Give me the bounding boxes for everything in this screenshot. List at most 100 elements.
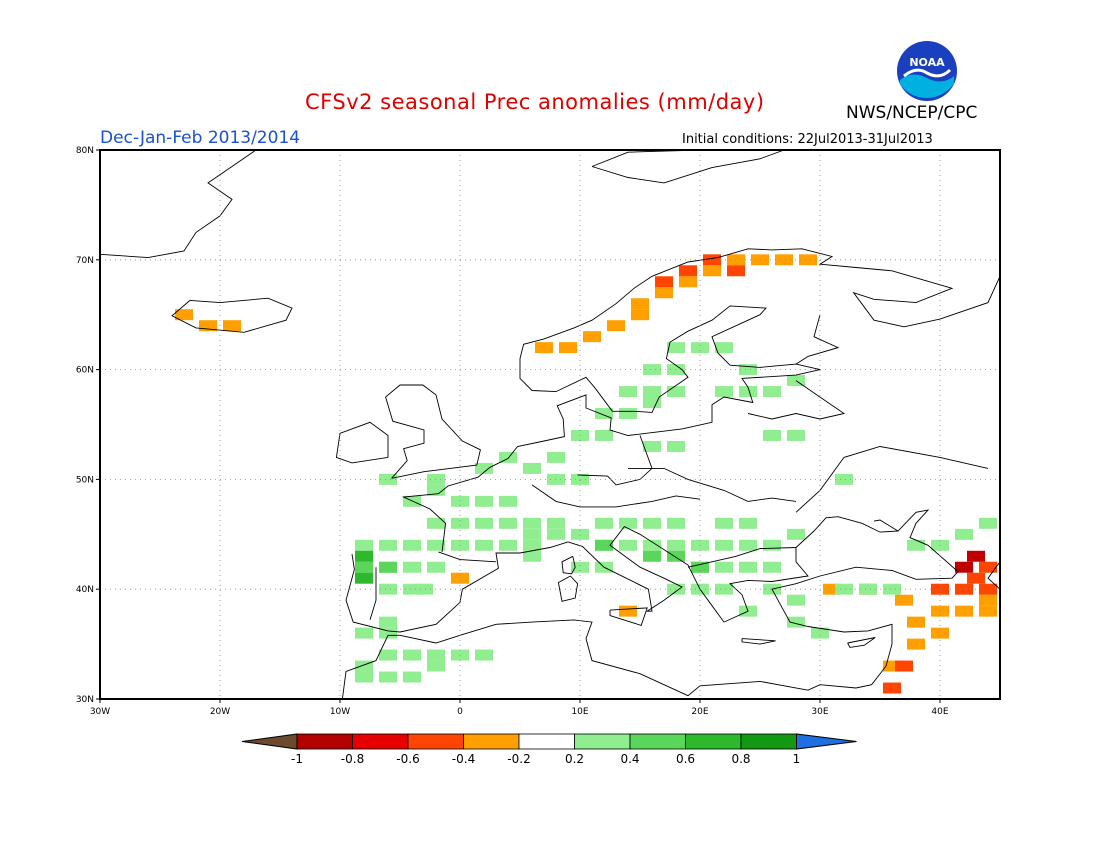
colorbar-segment	[685, 733, 742, 750]
anomaly-cell-green_light	[763, 386, 781, 398]
grid-lines	[100, 150, 1000, 699]
anomaly-cell-green_dark	[355, 572, 373, 584]
colorbar-label: -0.4	[451, 752, 476, 766]
colorbar-label: 0.2	[564, 752, 585, 766]
colorbar-label: 0.4	[620, 752, 640, 766]
anomaly-cell-orange	[619, 605, 637, 617]
initial-conditions: Initial conditions: 22Jul2013-31Jul2013	[682, 132, 933, 147]
colorbar-segment	[296, 733, 353, 750]
anomaly-cell-green_light	[835, 473, 853, 485]
anomaly-cell-green_light	[403, 561, 421, 573]
anomaly-cell-orange	[679, 276, 697, 288]
anomaly-cell-green_light	[715, 583, 733, 595]
anomaly-cell-green_light	[475, 495, 493, 507]
coastline-segment	[561, 555, 576, 575]
colorbar-segment	[352, 733, 409, 750]
anomaly-cell-green_light	[787, 429, 805, 441]
colorbar-segment	[740, 733, 797, 750]
coastline-segment	[612, 305, 821, 413]
coastline-segment	[171, 297, 293, 333]
axis-ticks: 30W 20W 10W 0 10E 20E 30E 40E 80N 70N 60N 50N 40N 30N	[76, 146, 949, 717]
colorbar-segment	[463, 733, 520, 750]
anomaly-cell-green_mid	[643, 550, 661, 562]
anomaly-cell-green_light	[547, 528, 565, 540]
anomaly-cell-green_light	[787, 528, 805, 540]
anomaly-cell-green_light	[523, 517, 541, 529]
anomaly-cell-green_light	[667, 539, 685, 551]
anomaly-cell-green_light	[379, 627, 397, 639]
anomaly-cell-green_light	[571, 561, 589, 573]
anomaly-cell-green_light	[523, 462, 541, 474]
anomaly-cell-green_light	[379, 616, 397, 628]
anomaly-cell-red	[979, 561, 997, 573]
coastline-segment	[385, 384, 481, 479]
season-period: Dec-Jan-Feb 2013/2014	[100, 128, 301, 148]
anomaly-cell-green_light	[643, 517, 661, 529]
anomaly-cell-green_light	[763, 561, 781, 573]
anomaly-cell-green_light	[571, 528, 589, 540]
anomaly-cell-green_light	[739, 364, 757, 376]
anomaly-cell-green_light	[643, 539, 661, 551]
colorbar-high-arrow	[796, 733, 857, 750]
anomaly-cell-green_mid	[355, 561, 373, 573]
anomaly-cell-orange	[799, 254, 817, 266]
colorbar-label: -0.2	[507, 752, 531, 766]
anomaly-cell-green_light	[427, 484, 445, 496]
anomaly-cell-green_light	[979, 517, 997, 529]
anomaly-cell-orange	[631, 309, 649, 321]
anomaly-cell-orange	[703, 265, 721, 277]
anomaly-cell-green_light	[739, 517, 757, 529]
lon-tick-label: 20E	[691, 707, 708, 717]
anomaly-cell-green_light	[787, 616, 805, 628]
anomaly-cell-green_light	[715, 386, 733, 398]
coastline-segment	[99, 149, 258, 259]
colorbar-label: -1	[291, 752, 303, 766]
map-title: CFSv2 seasonal Prec anomalies (mm/day)	[305, 90, 765, 114]
lat-tick-label: 60N	[76, 366, 94, 376]
anomaly-cell-green_light	[547, 517, 565, 529]
anomaly-cell-red	[979, 583, 997, 595]
noaa-logo-icon: NOAA	[897, 41, 957, 101]
anomaly-cell-orange	[607, 320, 625, 332]
anomaly-cell-green_light	[835, 583, 853, 595]
anomaly-cell-green_light	[619, 408, 637, 420]
anomaly-cell-green_light	[739, 539, 757, 551]
anomaly-cell-green_light	[499, 451, 517, 463]
anomaly-cell-green_light	[667, 342, 685, 354]
anomaly-cell-green_mid	[379, 561, 397, 573]
coastline-segment	[531, 484, 701, 508]
colorbar-low-arrow	[241, 733, 298, 750]
lat-tick-label: 40N	[76, 585, 94, 595]
anomaly-cell-green_light	[619, 517, 637, 529]
anomaly-cell-green_light	[715, 342, 733, 354]
lon-tick-label: 20W	[210, 707, 230, 717]
anomaly-cell-orange	[979, 594, 997, 606]
colorbar-label: 0.8	[731, 752, 751, 766]
anomaly-cell-orange	[535, 342, 553, 354]
anomaly-cell-orange	[907, 616, 925, 628]
anomaly-cell-green_light	[595, 408, 613, 420]
anomaly-cell-green_mid	[691, 561, 709, 573]
anomaly-cell-green_light	[451, 517, 469, 529]
anomaly-cell-green_light	[379, 539, 397, 551]
coastline-segment	[741, 638, 776, 645]
anomaly-cell-green_light	[451, 495, 469, 507]
anomaly-cell-orange	[955, 605, 973, 617]
anomaly-cell-green_light	[379, 671, 397, 683]
anomaly-cell-green_light	[715, 517, 733, 529]
anomaly-cell-green_light	[595, 517, 613, 529]
anomaly-cell-darkred	[955, 561, 973, 573]
colorbar-segment	[407, 733, 464, 750]
anomaly-cell-red	[967, 572, 985, 584]
anomaly-cell-green_light	[763, 429, 781, 441]
coastline-segment	[795, 314, 840, 365]
anomaly-cell-green_light	[859, 583, 877, 595]
lat-tick-label: 80N	[76, 146, 94, 156]
anomaly-cell-green_light	[379, 473, 397, 485]
coastline-segment	[557, 575, 579, 602]
anomaly-cell-green_light	[643, 397, 661, 409]
anomaly-cell-green_light	[715, 561, 733, 573]
anomaly-cell-green_light	[355, 539, 373, 551]
coastline-segment	[577, 435, 653, 486]
